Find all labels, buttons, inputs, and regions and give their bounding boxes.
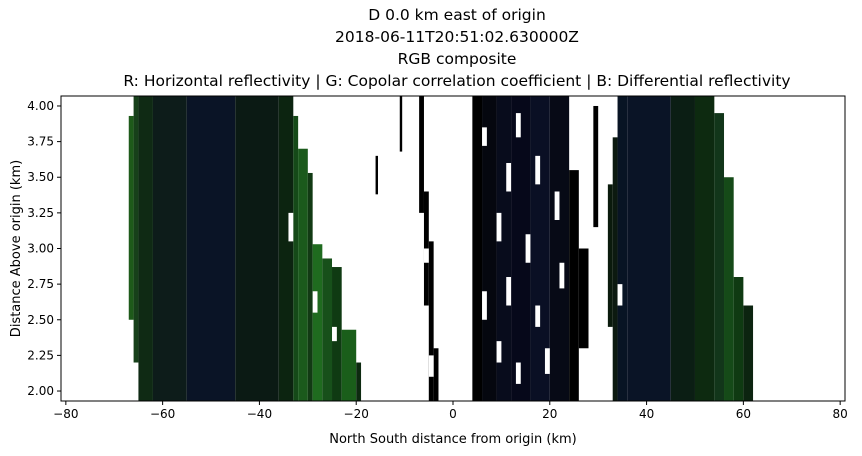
data-column-22 bbox=[482, 96, 497, 401]
data-column-35 bbox=[694, 96, 715, 401]
data-column-21 bbox=[472, 96, 483, 401]
y-tick-label: 2.00 bbox=[27, 384, 54, 398]
data-column-30 bbox=[607, 184, 613, 327]
data-column-3 bbox=[152, 96, 187, 401]
y-tick-label: 2.50 bbox=[27, 313, 54, 327]
data-column-7 bbox=[293, 115, 299, 401]
data-gap-12 bbox=[515, 362, 521, 384]
data-gap-18 bbox=[559, 262, 565, 289]
data-column-11 bbox=[322, 258, 333, 401]
x-tick-label: −20 bbox=[344, 407, 369, 421]
data-column-38 bbox=[733, 277, 744, 401]
chart-title-line-2: 2018-06-11T20:51:02.630000Z bbox=[335, 28, 579, 46]
data-column-29 bbox=[593, 105, 599, 228]
data-column-28 bbox=[578, 248, 589, 349]
y-axis: 2.00 2.25 2.50 2.75 3.00 3.25 3.50 3.75 4.00 bbox=[27, 99, 61, 398]
data-column-27 bbox=[569, 170, 579, 401]
x-axis-label: North South distance from origin (km) bbox=[329, 432, 577, 447]
data-gap-10 bbox=[506, 277, 512, 306]
data-gap-9 bbox=[506, 162, 512, 192]
y-tick-label: 3.75 bbox=[27, 135, 54, 149]
data-column-4 bbox=[186, 96, 236, 401]
y-tick-label: 3.00 bbox=[27, 242, 54, 256]
data-gap-14 bbox=[535, 155, 541, 185]
data-column-9 bbox=[307, 172, 313, 401]
data-column-6 bbox=[278, 96, 294, 401]
data-column-14 bbox=[356, 362, 362, 401]
data-gap-8 bbox=[496, 341, 502, 363]
x-tick-label: 80 bbox=[833, 407, 848, 421]
x-tick-label: 0 bbox=[449, 407, 457, 421]
data-column-10 bbox=[312, 244, 323, 401]
data-column-1 bbox=[133, 96, 139, 363]
data-column-20 bbox=[433, 348, 439, 401]
data-column-39 bbox=[743, 305, 754, 401]
data-gap-17 bbox=[554, 191, 560, 220]
data-gap-2 bbox=[332, 326, 337, 342]
data-gap-19 bbox=[617, 284, 623, 306]
y-tick-label: 3.50 bbox=[27, 170, 54, 184]
y-tick-label: 2.75 bbox=[27, 277, 54, 291]
data-column-31 bbox=[612, 137, 618, 401]
data-column-26 bbox=[549, 96, 570, 401]
data-column-37 bbox=[724, 177, 734, 401]
x-tick-label: 60 bbox=[736, 407, 751, 421]
data-column-32 bbox=[617, 96, 628, 401]
data-column-15 bbox=[375, 155, 378, 195]
data-column-19 bbox=[428, 241, 434, 401]
y-tick-label: 3.25 bbox=[27, 206, 54, 220]
data-gap-7 bbox=[496, 212, 502, 242]
x-tick-label: −40 bbox=[247, 407, 272, 421]
y-axis-label: Distance Above origin (km) bbox=[9, 160, 24, 337]
chart-title-line-1: D 0.0 km east of origin bbox=[368, 6, 546, 24]
x-tick-label: 40 bbox=[639, 407, 654, 421]
data-column-16 bbox=[399, 96, 403, 152]
data-gap-4 bbox=[428, 355, 434, 377]
plot-area bbox=[128, 96, 754, 401]
y-tick-label: 4.00 bbox=[27, 99, 54, 113]
data-column-5 bbox=[235, 96, 279, 401]
data-gap-11 bbox=[515, 113, 521, 138]
data-column-2 bbox=[138, 96, 153, 401]
data-column-0 bbox=[128, 115, 134, 320]
y-tick-label: 2.25 bbox=[27, 348, 54, 362]
x-tick-label: 20 bbox=[542, 407, 557, 421]
data-column-24 bbox=[511, 96, 531, 401]
data-gap-1 bbox=[312, 291, 318, 313]
data-gap-3 bbox=[423, 248, 429, 263]
data-gap-5 bbox=[482, 127, 487, 146]
data-gap-6 bbox=[482, 291, 487, 320]
x-tick-label: −60 bbox=[150, 407, 175, 421]
data-column-36 bbox=[714, 113, 725, 401]
chart-title-line-3: RGB composite bbox=[397, 50, 517, 68]
data-column-33 bbox=[627, 96, 671, 401]
data-column-34 bbox=[670, 96, 695, 401]
x-tick-label: −80 bbox=[53, 407, 78, 421]
chart-title-line-4: R: Horizontal reflectivity | G: Copolar … bbox=[123, 72, 791, 90]
data-gap-15 bbox=[535, 305, 541, 327]
x-axis: −80 −60 −40 −20 0 20 40 60 80 bbox=[53, 401, 848, 421]
data-gap-0 bbox=[288, 212, 294, 242]
data-gap-13 bbox=[525, 234, 531, 263]
data-column-17 bbox=[419, 96, 424, 213]
data-column-8 bbox=[298, 148, 308, 401]
data-gap-16 bbox=[544, 348, 550, 374]
data-column-13 bbox=[341, 329, 357, 401]
